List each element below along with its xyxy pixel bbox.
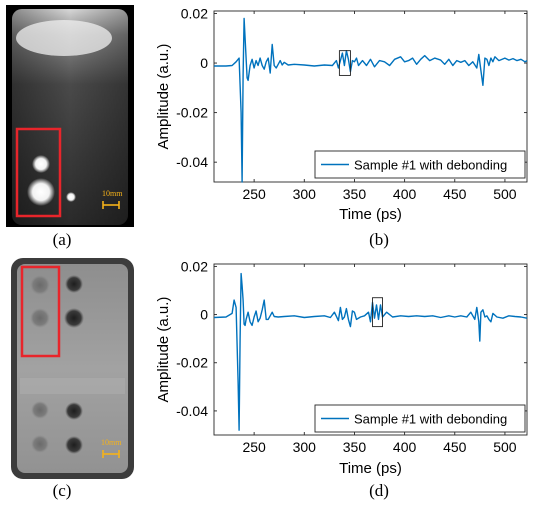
x-axis-label: Time (ps) (339, 206, 402, 223)
image-c-spot-grey-2 (30, 308, 50, 328)
chart-d: 250 300 350 400 450 500 0.02 0 -0.02 -0.04 Time (p… (155, 258, 528, 477)
image-c-scale-label: 10mm (101, 438, 122, 447)
x-tick-label: 350 (343, 439, 367, 455)
y-tick-label: 0 (200, 307, 208, 323)
image-a-defect-small (66, 192, 76, 202)
panel-label-d: (d) (369, 481, 389, 500)
y-tick-label: -0.04 (176, 154, 208, 170)
image-a-roi-box (15, 127, 62, 218)
image-a-bright-top (16, 20, 112, 56)
y-tick-label: 0.02 (181, 258, 208, 274)
image-c-spot-dark-4 (65, 436, 83, 454)
y-tick-label: 0 (200, 55, 208, 71)
panel-label-c: (c) (53, 481, 72, 500)
image-c-roi-box (20, 265, 61, 358)
series-line (214, 17, 528, 183)
image-c-spot-dark-2 (64, 308, 84, 328)
chart-b: 250 300 350 400 450 500 0.02 0 -0.02 -0.04 Time (p… (155, 5, 528, 223)
x-tick-label: 400 (393, 439, 417, 455)
legend-box (314, 404, 526, 433)
highlight-box (372, 297, 383, 328)
x-tick-label: 250 (242, 439, 266, 455)
y-tick-label: -0.02 (176, 355, 208, 371)
panel-label-b: (b) (369, 230, 389, 249)
x-tick-label: 450 (443, 439, 467, 455)
x-tick-label: 500 (493, 186, 517, 202)
image-a: 10mm (6, 5, 134, 227)
image-c-spot-dark-1 (65, 275, 83, 293)
y-tick-label: -0.02 (176, 105, 208, 121)
x-tick-label: 450 (443, 186, 467, 202)
image-a-scale-bar (102, 201, 120, 209)
image-c-band (20, 378, 125, 394)
x-tick-label: 350 (343, 186, 367, 202)
image-c-spot-grey-4 (31, 435, 49, 453)
series-line (213, 272, 528, 431)
legend-box (314, 150, 526, 179)
image-c-spot-grey-3 (31, 401, 49, 419)
y-tick-label: 0.02 (181, 5, 208, 21)
y-axis-label: Amplitude (a.u.) (155, 44, 172, 150)
highlight-box (338, 50, 351, 76)
panel-label-a: (a) (53, 230, 72, 249)
x-axis-label: Time (ps) (339, 460, 402, 477)
image-c-scale-bar (102, 450, 120, 458)
x-tick-label: 300 (293, 186, 317, 202)
legend-label: Sample #1 with debonding (354, 158, 507, 173)
y-tick-label: -0.04 (176, 403, 208, 419)
image-c-spot-grey-1 (30, 275, 50, 295)
image-a-defect-large (27, 178, 55, 206)
image-a-defect-medium (32, 155, 50, 173)
y-axis-label: Amplitude (a.u.) (155, 297, 172, 403)
image-c: 10mm (11, 258, 134, 479)
image-c-spot-dark-3 (65, 402, 83, 420)
x-tick-label: 400 (393, 186, 417, 202)
legend-label: Sample #1 with debonding (354, 412, 507, 427)
image-a-scale-label: 10mm (102, 189, 123, 198)
x-tick-label: 250 (242, 186, 266, 202)
x-tick-label: 300 (293, 439, 317, 455)
x-tick-label: 500 (493, 439, 517, 455)
